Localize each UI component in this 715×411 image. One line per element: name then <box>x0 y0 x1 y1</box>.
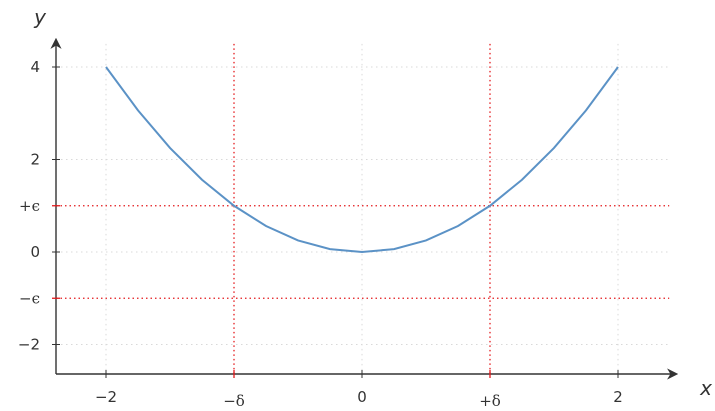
y-tick-label: 2 <box>30 151 40 169</box>
y-tick-label: −2 <box>18 336 40 354</box>
x-axis-title: x <box>699 376 712 400</box>
x-tick-label: 2 <box>613 388 623 406</box>
delta-label: −δ <box>223 392 245 410</box>
y-tick-label: 4 <box>30 58 40 76</box>
delta-label: +δ <box>479 392 501 410</box>
series-layer <box>105 66 619 254</box>
y-tick-label: 0 <box>30 243 40 261</box>
epsilon-label: −ϵ <box>19 289 40 307</box>
x-tick-label: 0 <box>357 388 367 406</box>
axes <box>50 37 679 380</box>
series-line <box>105 66 619 254</box>
reference-lines <box>56 43 670 374</box>
labels: −2 0 2 −2 0 2 4 −δ +δ +ϵ −ϵ x y <box>18 5 712 410</box>
y-axis-title: y <box>33 5 47 29</box>
grid <box>56 43 670 374</box>
epsilon-label: +ϵ <box>19 197 40 215</box>
x-tick-label: −2 <box>95 388 117 406</box>
